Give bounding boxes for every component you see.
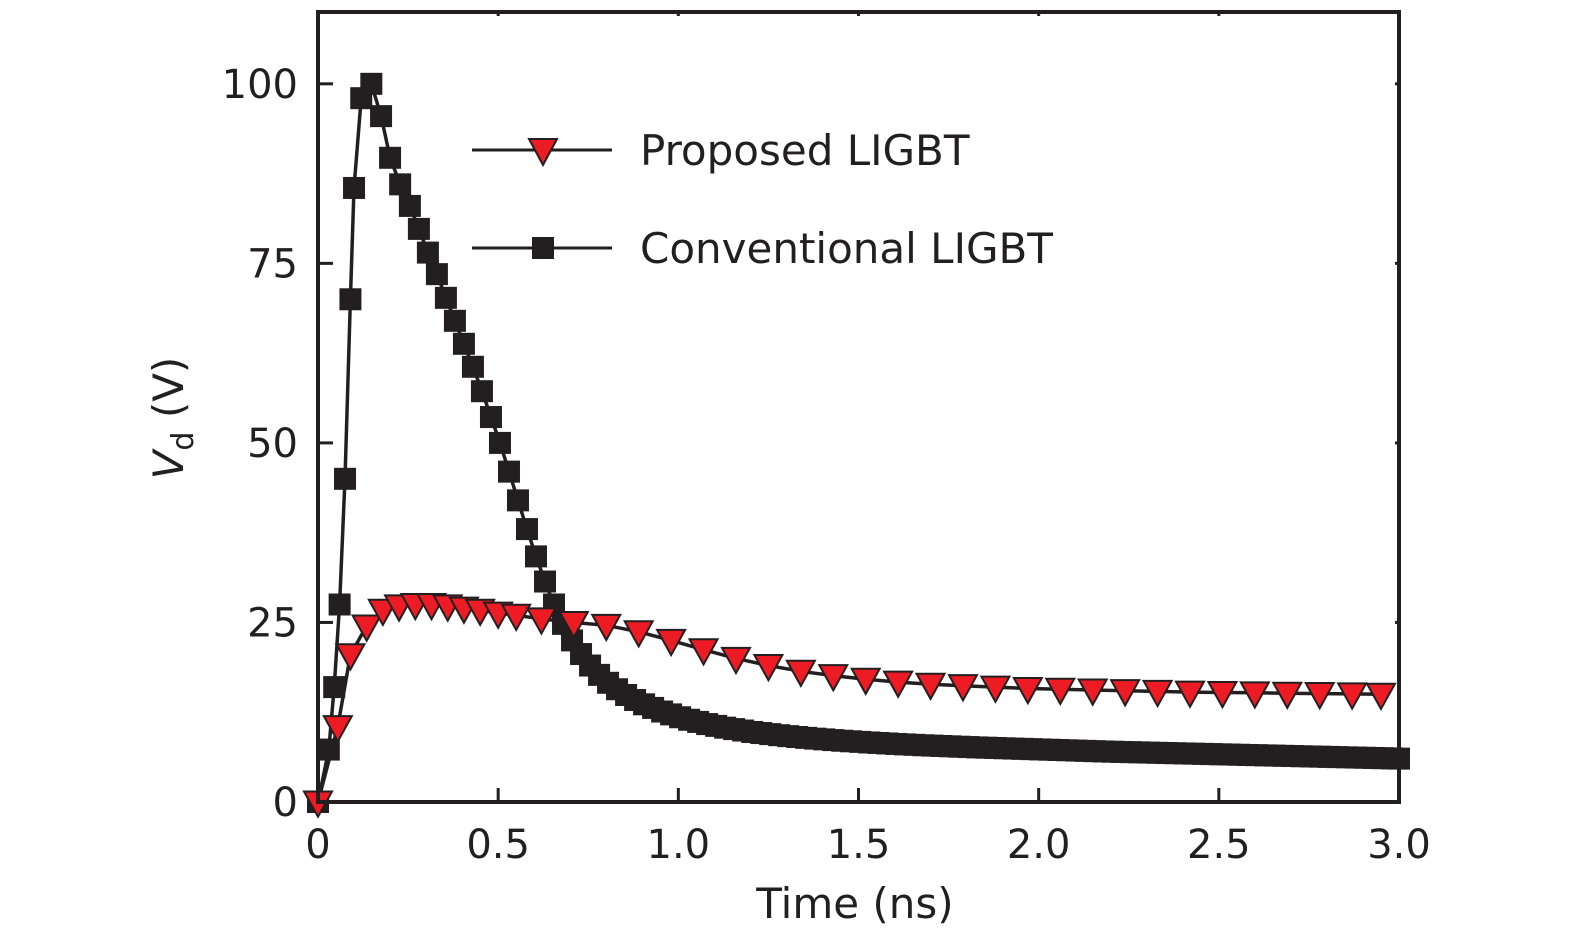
x-tick-label: 0: [305, 822, 330, 868]
ticks-layer: [318, 12, 1399, 802]
data-point-triangle: [590, 613, 622, 643]
data-point-triangle: [622, 620, 655, 649]
y-axis-title: Vd (V): [144, 357, 201, 480]
data-point-triangle: [334, 643, 367, 672]
data-point-triangle: [1174, 680, 1206, 709]
data-point-triangle: [1271, 681, 1303, 710]
data-point-triangle: [720, 646, 752, 676]
data-point-square: [323, 676, 346, 699]
data-point-triangle: [1206, 680, 1239, 710]
data-point-square: [416, 241, 439, 264]
data-point-triangle: [1044, 677, 1076, 707]
y-axis-title-unit: (V): [144, 357, 193, 432]
data-point-square: [525, 545, 548, 568]
y-tick-label: 75: [247, 241, 298, 287]
data-point-triangle: [979, 675, 1012, 704]
data-point-square: [506, 489, 529, 512]
data-point-triangle: [558, 610, 590, 640]
data-point-triangle: [785, 659, 817, 689]
data-point-triangle: [1109, 679, 1141, 708]
data-point-triangle: [655, 628, 687, 658]
data-point-square: [343, 176, 366, 199]
y-tick-label: 50: [247, 421, 298, 467]
series-proposed-ligbt: [302, 593, 1397, 819]
legend-item: Proposed LIGBT: [472, 126, 970, 175]
data-point-square: [328, 593, 351, 616]
y-tick-labels: 0 25 50 75 100: [222, 62, 298, 826]
data-point-square: [479, 406, 502, 429]
data-point-triangle: [350, 614, 383, 643]
data-point-triangle: [752, 654, 785, 683]
data-point-triangle: [850, 667, 882, 696]
data-point-square: [497, 460, 520, 483]
data-point-square: [370, 105, 393, 128]
data-point-square: [470, 380, 493, 403]
data-point-square: [379, 146, 402, 169]
legend-square-icon: [532, 237, 554, 259]
series-layer: [302, 72, 1410, 819]
data-point-triangle: [1304, 682, 1336, 711]
y-axis-title-subscript: d: [166, 432, 201, 451]
x-tick-label: 0.5: [466, 822, 530, 868]
x-tick-label: 2.0: [1007, 822, 1071, 868]
legend: Proposed LIGBT Conventional LIGBT: [472, 126, 1053, 273]
data-point-square: [360, 72, 383, 95]
x-axis-title: Time (ns): [755, 879, 953, 928]
legend-item: Conventional LIGBT: [472, 224, 1053, 273]
data-point-triangle: [1239, 681, 1271, 710]
data-point-square: [443, 309, 466, 332]
data-point-square: [389, 173, 412, 196]
data-point-triangle: [947, 674, 979, 703]
y-tick-label: 100: [222, 62, 298, 108]
data-point-triangle: [1077, 678, 1109, 707]
data-point-square: [334, 467, 357, 490]
data-point-triangle: [525, 607, 558, 636]
data-point-triangle: [322, 715, 354, 744]
data-point-triangle: [687, 638, 720, 667]
data-point-triangle: [817, 664, 849, 693]
x-tick-label: 3.0: [1367, 822, 1431, 868]
y-tick-label: 0: [273, 780, 298, 826]
data-point-square: [407, 217, 430, 240]
legend-label: Conventional LIGBT: [640, 224, 1053, 273]
svg-text:Vd (V): Vd (V): [144, 357, 201, 480]
data-point-square: [434, 286, 457, 309]
data-point-square: [425, 263, 448, 286]
legend-label: Proposed LIGBT: [640, 126, 970, 175]
data-point-square: [339, 288, 362, 311]
data-point-triangle: [1336, 682, 1368, 711]
series-conventional-ligbt: [307, 72, 1410, 813]
legend-triangle-icon: [527, 138, 559, 168]
x-tick-label: 1.5: [827, 822, 891, 868]
data-point-triangle: [500, 603, 532, 633]
data-point-square: [461, 355, 484, 378]
data-point-triangle: [914, 672, 947, 701]
data-point-square: [534, 570, 557, 593]
data-point-triangle: [882, 670, 914, 699]
x-tick-label: 1.0: [647, 822, 711, 868]
data-point-triangle: [1012, 677, 1044, 706]
data-point-triangle: [1365, 682, 1397, 712]
data-point-square: [398, 194, 421, 217]
y-axis-title-main: V: [144, 447, 193, 479]
x-tick-label: 2.5: [1187, 822, 1251, 868]
data-point-square: [515, 518, 538, 541]
data-point-triangle: [1141, 679, 1174, 709]
y-tick-label: 25: [247, 600, 298, 646]
x-tick-labels: 0 0.5 1.0 1.5 2.0 2.5 3.0: [305, 822, 1431, 868]
data-point-square: [452, 332, 475, 355]
data-point-square: [488, 431, 511, 454]
